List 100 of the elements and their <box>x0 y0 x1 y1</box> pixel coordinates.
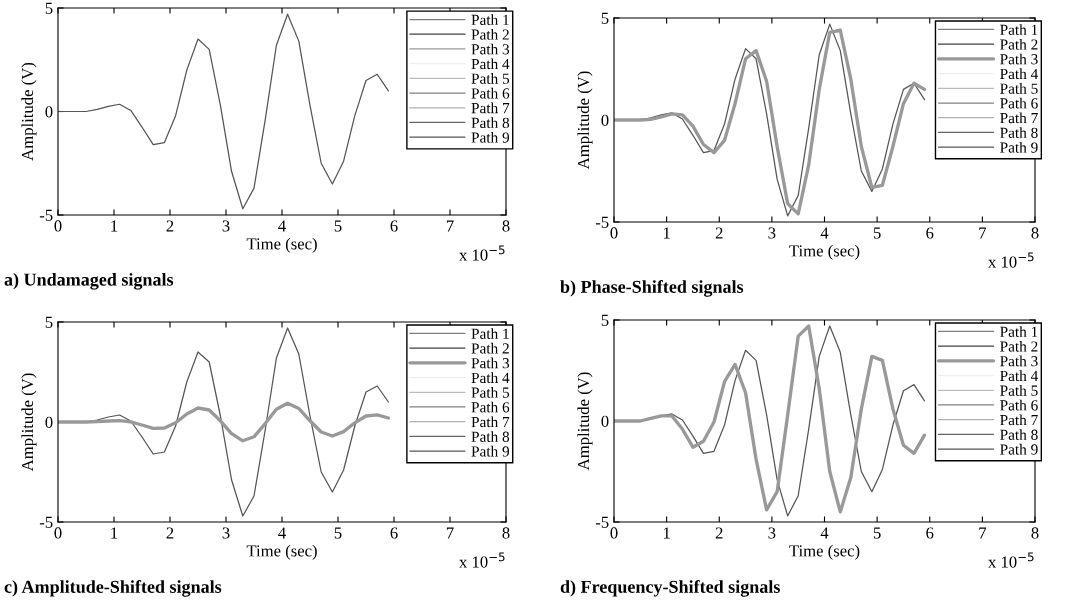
x-tick-label: 4 <box>278 220 286 232</box>
legend-label: Path 3 <box>471 357 510 369</box>
text: d) Frequency-Shifted signals <box>560 580 780 597</box>
legend-label: Path 2 <box>471 28 509 40</box>
legend-label: Path 2 <box>1000 38 1038 50</box>
text: x 10$^{−5}$ <box>988 552 1034 568</box>
legend-label: Path 1 <box>471 328 509 339</box>
x-tick-label: 8 <box>502 220 510 232</box>
legend-label: Path 3 <box>1000 355 1038 367</box>
legend-label: Path 9 <box>471 131 510 143</box>
y-axis-title: Amplitude (V) <box>577 71 593 170</box>
y-tick-label: -5 <box>39 516 53 528</box>
x-tick-label: 0 <box>610 527 618 539</box>
legend-label: Path 5 <box>1000 385 1038 396</box>
legend-label: Path 9 <box>471 445 510 457</box>
text: b) Phase-Shifted signals <box>560 280 744 297</box>
y-tick-label: 5 <box>601 314 609 326</box>
x-tick-label: 0 <box>610 227 618 239</box>
x-tick-label: 3 <box>222 527 230 539</box>
legend-label: Path 4 <box>1000 68 1039 80</box>
x-tick-label: 4 <box>820 527 829 539</box>
x-tick-label: 3 <box>768 227 776 239</box>
y-tick-label: -5 <box>595 216 609 228</box>
x-tick-label: 5 <box>873 527 881 539</box>
y-tick-label: 5 <box>601 12 609 24</box>
x-tick-label: 3 <box>222 220 230 232</box>
x-axis-title: Time (sec) <box>789 544 860 560</box>
legend-label: Path 5 <box>1000 83 1038 94</box>
x-tick-label: 4 <box>278 527 286 539</box>
x-tick-label: 4 <box>820 227 829 239</box>
y-axis-title: Amplitude (V) <box>21 373 37 472</box>
y-axis-title: Amplitude (V) <box>577 372 593 471</box>
y-tick-label: 5 <box>45 316 53 328</box>
legend-label: Path 2 <box>1000 340 1038 352</box>
legend-label: Path 6 <box>1000 97 1038 109</box>
legend-label: Path 9 <box>1000 141 1038 153</box>
text: x 10$^{−5}$ <box>459 552 505 568</box>
x-tick-label: 6 <box>390 527 398 539</box>
x-tick-label: 1 <box>111 527 118 539</box>
legend-label: Path 9 <box>1000 443 1038 455</box>
y-tick-label: 0 <box>601 415 609 427</box>
x-tick-label: 6 <box>926 227 934 239</box>
y-tick-label: 5 <box>45 2 53 14</box>
x-tick-label: 6 <box>390 220 398 232</box>
text: x 10$^{−5}$ <box>459 245 505 261</box>
x-tick-label: 8 <box>1031 227 1039 239</box>
legend-label: Path 4 <box>1000 370 1039 382</box>
legend-label: Path 2 <box>471 342 509 354</box>
legend-label: Path 5 <box>471 73 510 84</box>
legend-label: Path 1 <box>471 14 509 26</box>
legend-label: Path 8 <box>1000 127 1038 138</box>
legend-label: Path 8 <box>1000 429 1038 440</box>
x-tick-label: 2 <box>166 527 174 539</box>
line-series <box>58 401 391 443</box>
legend-label: Path 3 <box>471 43 510 55</box>
text: x 10$^{−5}$ <box>988 252 1034 268</box>
y-tick-label: -5 <box>39 209 53 221</box>
x-axis-title: Time (sec) <box>789 244 860 260</box>
x-tick-label: 5 <box>334 220 342 232</box>
text: c) Amplitude-Shifted signals <box>4 580 222 597</box>
x-tick-label: 8 <box>502 527 510 539</box>
legend-label: Path 6 <box>471 87 510 99</box>
x-tick-label: 7 <box>979 227 987 239</box>
x-tick-label: 7 <box>979 527 987 539</box>
legend-label: Path 7 <box>1000 414 1038 426</box>
legend-label: Path 7 <box>1000 112 1038 124</box>
legend-label: Path 7 <box>471 102 510 114</box>
x-axis-title: Time (sec) <box>246 237 317 253</box>
x-tick-label: 2 <box>715 227 723 239</box>
y-tick-label: -5 <box>595 516 609 528</box>
line-series <box>58 13 390 210</box>
legend-label: Path 5 <box>471 387 510 398</box>
x-tick-label: 2 <box>166 220 174 232</box>
legend-label: Path 8 <box>471 117 510 128</box>
legend-label: Path 6 <box>471 401 510 413</box>
x-tick-label: 0 <box>54 220 62 232</box>
legend-label: Path 6 <box>1000 399 1038 411</box>
x-axis-title: Time (sec) <box>246 544 317 560</box>
y-tick-label: 0 <box>45 106 53 118</box>
x-tick-label: 1 <box>663 227 670 239</box>
legend-label: Path 1 <box>1000 24 1038 35</box>
y-tick-label: 0 <box>601 114 609 126</box>
legend-label: Path 1 <box>1000 326 1038 337</box>
x-tick-label: 6 <box>926 527 934 539</box>
text: a) Undamaged signals <box>4 273 174 290</box>
y-axis-title: Amplitude (V) <box>21 62 37 161</box>
x-tick-label: 5 <box>334 527 342 539</box>
x-tick-label: 7 <box>446 220 454 232</box>
x-tick-label: 0 <box>54 527 62 539</box>
legend-label: Path 3 <box>1000 53 1038 65</box>
x-tick-label: 1 <box>663 527 670 539</box>
legend-label: Path 4 <box>471 58 510 70</box>
legend-label: Path 7 <box>471 416 510 428</box>
x-tick-label: 7 <box>446 527 454 539</box>
y-tick-label: 0 <box>45 416 53 428</box>
x-tick-label: 2 <box>715 527 723 539</box>
x-tick-label: 8 <box>1031 527 1039 539</box>
x-tick-label: 3 <box>768 527 776 539</box>
legend-label: Path 8 <box>471 431 510 442</box>
x-tick-label: 1 <box>111 220 118 232</box>
